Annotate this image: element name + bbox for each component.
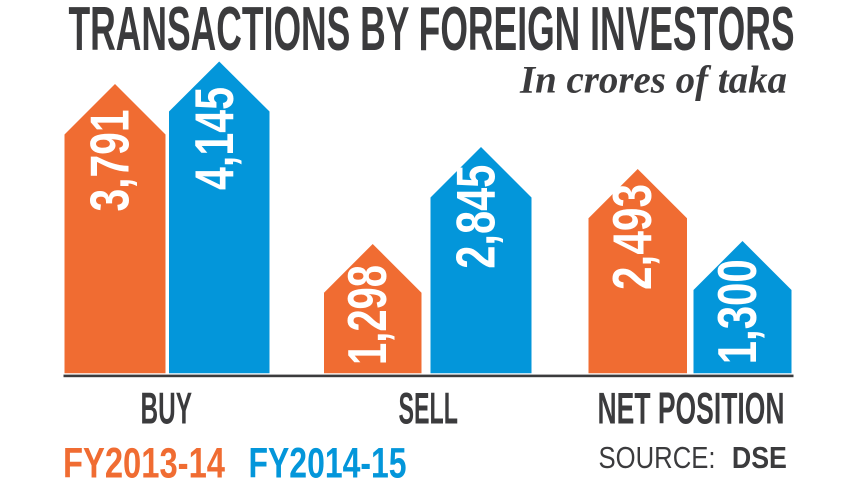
- svg-text:2,493: 2,493: [601, 184, 663, 290]
- svg-text:FY2013-14: FY2013-14: [63, 440, 225, 482]
- svg-text:NET POSITION: NET POSITION: [598, 385, 785, 434]
- svg-text:1,298: 1,298: [336, 265, 398, 365]
- svg-text:BUY: BUY: [141, 385, 193, 434]
- svg-text:2,845: 2,845: [445, 165, 507, 269]
- svg-text:In crores of taka: In crores of taka: [519, 57, 787, 101]
- svg-text:1,300: 1,300: [706, 259, 768, 364]
- svg-text:3,791: 3,791: [79, 110, 141, 212]
- svg-text:SOURCE:: SOURCE:: [599, 440, 716, 475]
- svg-text:4,145: 4,145: [183, 87, 245, 190]
- svg-text:SELL: SELL: [399, 385, 459, 434]
- svg-text:TRANSACTIONS BY FOREIGN INVEST: TRANSACTIONS BY FOREIGN INVESTORS: [69, 0, 795, 64]
- svg-text:DSE: DSE: [732, 440, 787, 475]
- svg-text:FY2014-15: FY2014-15: [249, 440, 407, 482]
